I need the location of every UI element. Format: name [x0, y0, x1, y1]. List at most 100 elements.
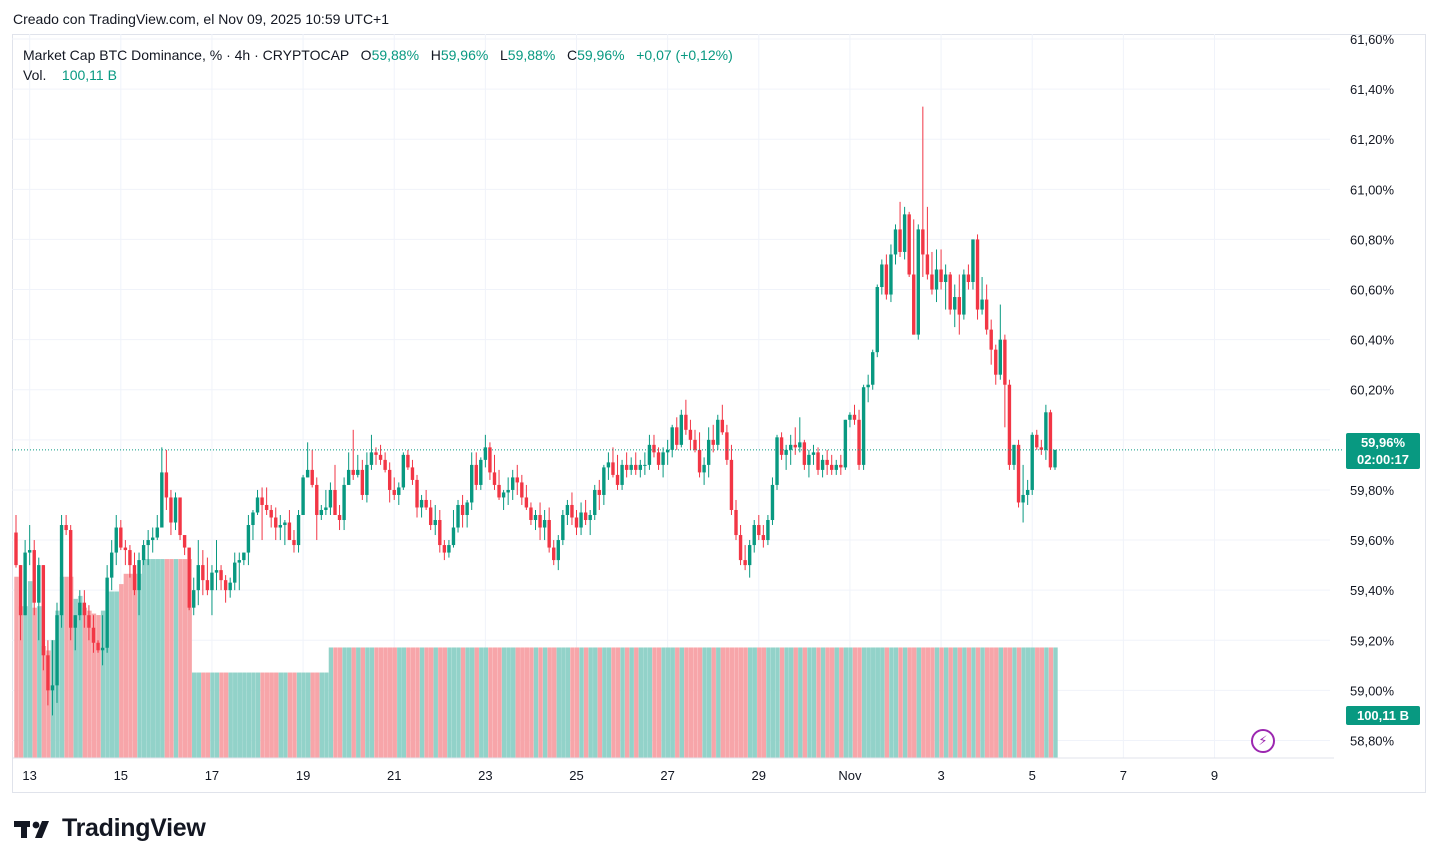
candle-body — [989, 329, 993, 350]
candle-body — [702, 464, 706, 473]
candle-body — [182, 535, 187, 548]
high-value: 59,96% — [440, 47, 489, 63]
time-tick-label: 9 — [1211, 768, 1218, 783]
candle-body — [151, 537, 155, 541]
candle-body — [921, 229, 925, 255]
volume-bar — [861, 647, 867, 758]
candle-body — [492, 472, 497, 485]
candle-body — [634, 464, 638, 470]
candle-body — [565, 504, 570, 515]
volume-bar — [1021, 647, 1026, 758]
volume-bar — [1048, 647, 1054, 758]
candle-body — [78, 602, 82, 616]
volume-bar — [916, 647, 921, 758]
candle-body — [588, 514, 592, 521]
volume-bar — [930, 647, 935, 758]
candle-body — [55, 615, 59, 686]
volume-bar — [319, 672, 325, 758]
volume-bar — [880, 647, 885, 758]
candle-body — [615, 474, 620, 485]
volume-bar — [283, 672, 288, 758]
candle-body — [953, 297, 957, 310]
candle-body — [975, 239, 980, 310]
candle-body — [684, 414, 688, 430]
candle-body — [82, 602, 87, 616]
tradingview-logo[interactable]: TradingView — [14, 814, 206, 843]
volume-bar — [629, 647, 634, 758]
high-label: H — [430, 47, 441, 63]
candle-body — [210, 572, 214, 591]
volume-bar — [419, 647, 425, 758]
candle-body — [255, 497, 260, 513]
chart-frame — [12, 34, 1426, 793]
candle-body — [811, 452, 816, 455]
candle-body — [506, 489, 510, 493]
candle-body — [843, 419, 848, 468]
volume-bar — [807, 647, 812, 758]
candle-body — [898, 229, 902, 252]
close-label: C — [566, 47, 578, 63]
candle-body — [638, 464, 643, 470]
time-tick-label: 19 — [296, 768, 310, 783]
candle-body — [893, 229, 898, 255]
candle-body — [324, 507, 328, 510]
volume-bar — [337, 647, 343, 758]
volume-bar — [346, 647, 352, 758]
candle-body — [871, 352, 875, 385]
candle-body — [41, 565, 46, 656]
candle-body — [980, 299, 984, 310]
volume-bar — [470, 647, 475, 758]
candle-body — [1021, 494, 1025, 503]
volume-bar — [260, 672, 265, 758]
candle-body — [1007, 384, 1012, 465]
volume-bar — [442, 647, 448, 758]
candle-body — [342, 484, 346, 521]
time-tick-label: 27 — [660, 768, 674, 783]
price-tick-label: 61,20% — [1350, 132, 1395, 147]
candle-body — [401, 454, 406, 488]
volume-bar — [479, 647, 484, 758]
volume-bar — [720, 647, 726, 758]
candle-body — [916, 229, 920, 335]
volume-bar — [788, 647, 794, 758]
candle-body — [428, 507, 433, 526]
time-tick-label: 13 — [22, 768, 36, 783]
candle-body — [1035, 434, 1039, 448]
volume-bar — [506, 647, 511, 758]
symbol-title[interactable]: Market Cap BTC Dominance, % · 4h · CRYPT… — [23, 47, 349, 63]
volume-bar — [1007, 647, 1013, 758]
candle-body — [37, 565, 41, 603]
candle-body — [460, 504, 465, 515]
candle-body — [305, 469, 310, 478]
candle-body — [884, 264, 889, 295]
candle-body — [652, 444, 656, 453]
volume-bar — [898, 647, 903, 758]
candle-body — [59, 525, 64, 616]
candle-body — [1030, 434, 1034, 490]
legend-volume-row: Vol. 100,11 B — [23, 65, 733, 85]
price-tick-label: 59,00% — [1350, 683, 1395, 698]
volume-bar — [315, 672, 320, 758]
volume-bar — [647, 647, 653, 758]
volume-bar — [747, 647, 753, 758]
volume-bar — [902, 647, 908, 758]
volume-bar — [743, 647, 748, 758]
volume-bar — [843, 647, 849, 758]
candle-body — [164, 472, 169, 498]
volume-bar — [925, 647, 931, 758]
candle-body — [119, 527, 123, 548]
candle-body — [542, 520, 547, 528]
volume-bar — [980, 647, 985, 758]
volume-bar — [146, 559, 151, 758]
candle-body — [264, 504, 269, 510]
candle-body — [574, 517, 579, 528]
price-tick-label: 61,60% — [1350, 34, 1395, 47]
volume-bar — [59, 576, 65, 758]
candlestick-chart[interactable]: 58,80%59,00%59,20%59,40%59,60%59,80%60,0… — [12, 34, 1426, 793]
volume-bar — [962, 647, 967, 758]
volume-bar — [342, 647, 347, 758]
lightning-icon[interactable]: ⚡ — [1251, 729, 1275, 753]
candle-body — [242, 552, 246, 561]
candle-body — [943, 274, 948, 283]
candle-body — [251, 512, 255, 526]
